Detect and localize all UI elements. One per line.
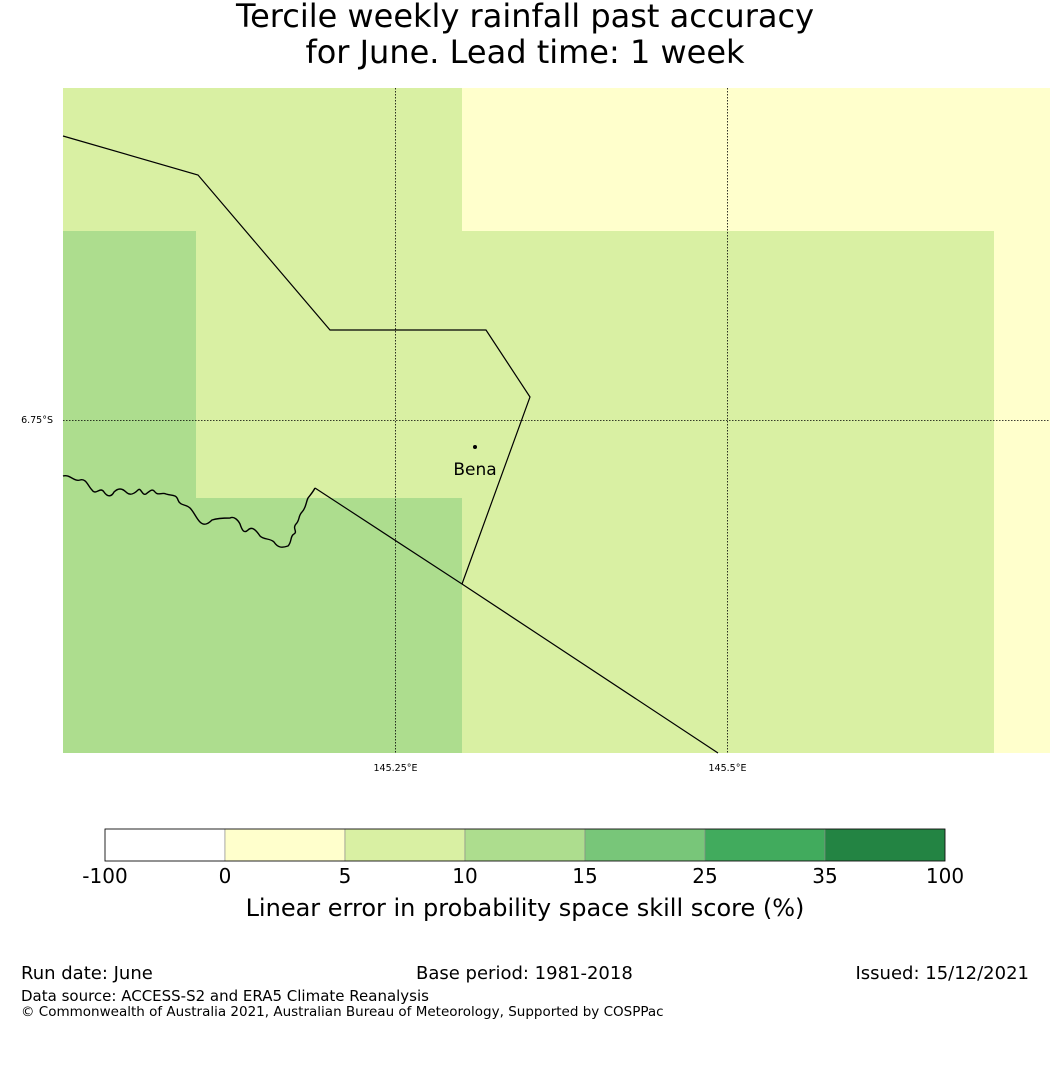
- skill-grid: [63, 88, 1050, 753]
- colorbar-tick-label: 15: [572, 864, 598, 888]
- colorbar-tick-label: 10: [452, 864, 478, 888]
- colorbar-tick-label: 0: [218, 864, 232, 888]
- data-source: Data source: ACCESS-S2 and ERA5 Climate …: [21, 987, 429, 1005]
- run-date: Run date: June: [21, 963, 153, 984]
- map-title-line-2: for June. Lead time: 1 week: [305, 33, 745, 71]
- colorbar: [104, 828, 946, 862]
- bena-marker-icon: [473, 445, 477, 449]
- colorbar-tick-label: 25: [692, 864, 718, 888]
- colorbar-tick-label: 5: [338, 864, 352, 888]
- bena-label: Bena: [453, 460, 496, 480]
- grid-cell-left-column: [63, 231, 196, 753]
- colorbar-tick-label: 100: [925, 864, 965, 888]
- graticule: [63, 88, 1050, 753]
- grid-cell-far-right-column: [994, 231, 1050, 753]
- grid-cell-top-left: [63, 88, 462, 231]
- lon-label-145-25: 145.25°E: [374, 763, 418, 774]
- copyright: © Commonwealth of Australia 2021, Austra…: [21, 1004, 664, 1020]
- lat-label-6-75: 6.75°S: [21, 415, 53, 426]
- colorbar-segment: [464, 828, 586, 862]
- base-period: Base period: 1981-2018: [416, 963, 633, 984]
- grid-cell-top-right: [462, 88, 1050, 231]
- colorbar-segment: [584, 828, 706, 862]
- colorbar-label: Linear error in probability space skill …: [245, 894, 805, 922]
- colorbar-segment: [704, 828, 826, 862]
- lon-label-145-5: 145.5°E: [709, 763, 747, 774]
- grid-cell-center-lower: [196, 498, 462, 753]
- issued-date: Issued: 15/12/2021: [855, 963, 1029, 984]
- colorbar-frame: [104, 828, 946, 862]
- colorbar-tick-label: -100: [82, 864, 128, 888]
- colorbar-segment: [224, 828, 346, 862]
- river: [62, 474, 316, 548]
- colorbar-segment: [824, 828, 946, 862]
- map-title-line-1: Tercile weekly rainfall past accuracy: [235, 0, 814, 35]
- colorbar-segment: [344, 828, 466, 862]
- grid-cell-right-block: [462, 231, 994, 753]
- province-boundary: [62, 135, 531, 585]
- colorbar-segment: [104, 828, 226, 862]
- grid-cell-center-upper: [196, 231, 462, 498]
- province-boundary-southeast: [314, 487, 719, 754]
- colorbar-tick-label: 35: [812, 864, 838, 888]
